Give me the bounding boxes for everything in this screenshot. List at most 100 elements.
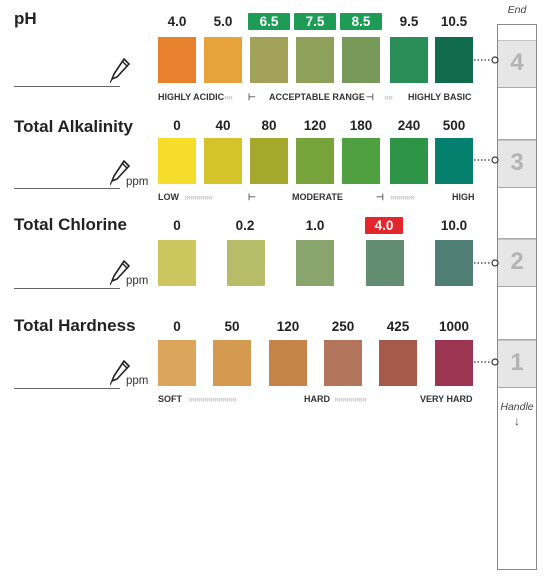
alkalinity-value: 0 bbox=[173, 118, 181, 133]
pad-number: 1 bbox=[510, 349, 524, 376]
strip-handle-label: Handle bbox=[500, 401, 534, 413]
hardness-value: 0 bbox=[173, 319, 181, 334]
alkalinity-scale: LOW ›››››››››››››› ⊢ MODERATE ⊣ ››››››››… bbox=[158, 191, 475, 205]
hardness-scale: SOFT ›››››››››››››››››››››››› HARD ›››››… bbox=[158, 393, 474, 407]
chlorine-write-line bbox=[14, 288, 120, 289]
hardness-write-line bbox=[14, 388, 120, 389]
hardness-swatch bbox=[324, 340, 362, 386]
scale-bracket: ⊢ bbox=[248, 92, 256, 102]
ph-value: 9.5 bbox=[399, 14, 419, 29]
test-strip: 4 3 2 1 Handle ↓ bbox=[497, 24, 537, 570]
scale-arrows: ›››››››››››››››››››››››› bbox=[188, 394, 237, 404]
scale-low-label: LOW bbox=[158, 192, 179, 202]
alkalinity-swatch bbox=[435, 138, 473, 184]
chlorine-value: 1.0 bbox=[305, 218, 325, 233]
alkalinity-write-line bbox=[14, 188, 120, 189]
scale-bracket: ⊣ bbox=[376, 192, 384, 202]
strip-divider bbox=[498, 139, 536, 140]
ph-swatch bbox=[250, 37, 288, 83]
strip-end-label: End bbox=[507, 4, 527, 16]
connector-dotted-2 bbox=[474, 259, 499, 267]
alkalinity-swatch bbox=[204, 138, 242, 184]
ph-write-line bbox=[14, 86, 120, 87]
alkalinity-value: 500 bbox=[442, 118, 466, 133]
scale-arrows: ›››› bbox=[384, 92, 393, 102]
strip-pad-2: 2 bbox=[498, 239, 536, 287]
ph-value: 5.0 bbox=[213, 14, 233, 29]
hardness-value: 1000 bbox=[438, 319, 470, 334]
scale-arrows: ›››››››››››››››› bbox=[334, 394, 367, 404]
chlorine-swatch bbox=[158, 240, 196, 286]
unit-label: ppm bbox=[126, 176, 149, 188]
alkalinity-swatch bbox=[296, 138, 334, 184]
hardness-swatch bbox=[158, 340, 196, 386]
scale-arrows: ›››››››››››› bbox=[390, 192, 415, 202]
strip-pad-3: 3 bbox=[498, 140, 536, 188]
ph-value-highlight: 8.5 bbox=[340, 13, 382, 30]
chlorine-value: 10.0 bbox=[440, 218, 468, 233]
section-title-total-hardness: Total Hardness bbox=[14, 316, 136, 335]
scale-bracket: ⊣ bbox=[366, 92, 374, 102]
hardness-swatch bbox=[269, 340, 307, 386]
connector-dotted-3 bbox=[474, 156, 499, 164]
pad-number: 2 bbox=[510, 248, 524, 275]
strip-divider bbox=[498, 187, 536, 188]
scale-high-label: HIGH bbox=[452, 192, 475, 202]
section-title-total-alkalinity: Total Alkalinity bbox=[14, 117, 134, 136]
chlorine-value: 0.2 bbox=[235, 218, 255, 233]
scale-bracket: ⊢ bbox=[248, 192, 256, 202]
connector-dotted-4 bbox=[474, 56, 499, 64]
scale-arrows: ›››››››››››››› bbox=[184, 192, 213, 202]
alkalinity-swatch bbox=[158, 138, 196, 184]
hardness-swatch bbox=[379, 340, 417, 386]
alkalinity-swatch bbox=[342, 138, 380, 184]
ph-swatch bbox=[342, 37, 380, 83]
alkalinity-value: 40 bbox=[215, 118, 231, 133]
hardness-value: 50 bbox=[224, 319, 240, 334]
scale-arrows: ‹‹‹‹ bbox=[224, 92, 233, 102]
ph-swatch bbox=[158, 37, 196, 83]
chlorine-swatch bbox=[366, 240, 404, 286]
pen-icon bbox=[110, 260, 130, 285]
scale-low-label: SOFT bbox=[158, 394, 182, 404]
strip-divider bbox=[498, 87, 536, 88]
chlorine-swatch bbox=[435, 240, 473, 286]
section-title-total-chlorine: Total Chlorine bbox=[14, 215, 128, 234]
chlorine-swatch bbox=[296, 240, 334, 286]
ph-swatch bbox=[390, 37, 428, 83]
scale-mid-label: HARD bbox=[304, 394, 330, 404]
scale-high-label: HIGHLY BASIC bbox=[408, 92, 472, 102]
down-arrow-icon: ↓ bbox=[514, 414, 520, 428]
strip-divider bbox=[498, 286, 536, 287]
scale-mid-label: MODERATE bbox=[292, 192, 343, 202]
pad-number: 4 bbox=[510, 49, 524, 76]
unit-label: ppm bbox=[126, 375, 149, 387]
alkalinity-swatch bbox=[390, 138, 428, 184]
pen-icon bbox=[110, 360, 130, 385]
alkalinity-value: 240 bbox=[397, 118, 421, 133]
ph-swatch bbox=[204, 37, 242, 83]
unit-label: ppm bbox=[126, 275, 149, 287]
ph-scale: HIGHLY ACIDIC ‹‹‹‹ ⊢ ACCEPTABLE RANGE ⊣ … bbox=[158, 91, 474, 105]
strip-divider bbox=[498, 387, 536, 388]
connector-dotted-1 bbox=[474, 358, 499, 366]
hardness-value: 425 bbox=[386, 319, 410, 334]
ph-value: 10.5 bbox=[440, 14, 468, 29]
scale-low-label: HIGHLY ACIDIC bbox=[158, 92, 225, 102]
alkalinity-value: 180 bbox=[349, 118, 373, 133]
scale-high-label: VERY HARD bbox=[420, 394, 473, 404]
hardness-value: 120 bbox=[276, 319, 300, 334]
strip-pad-1: 1 bbox=[498, 340, 536, 388]
alkalinity-value: 80 bbox=[261, 118, 277, 133]
pen-icon bbox=[110, 58, 130, 83]
hardness-swatch bbox=[213, 340, 251, 386]
strip-divider bbox=[498, 238, 536, 239]
pen-icon bbox=[110, 160, 130, 185]
strip-divider bbox=[498, 339, 536, 340]
strip-pad-4: 4 bbox=[498, 40, 536, 88]
hardness-swatch bbox=[435, 340, 473, 386]
ph-value: 4.0 bbox=[167, 14, 187, 29]
alkalinity-value: 120 bbox=[303, 118, 327, 133]
ph-value-highlight: 7.5 bbox=[294, 13, 336, 30]
section-title-ph: pH bbox=[14, 9, 37, 28]
